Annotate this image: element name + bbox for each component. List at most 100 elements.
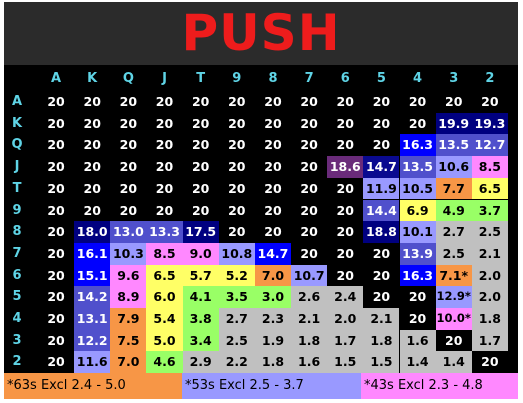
table-cell: 16.3 <box>399 134 436 157</box>
table-cell: 7.7 <box>435 177 472 200</box>
table-cell: 20 <box>399 308 436 330</box>
table-cell: 2.5 <box>435 242 472 265</box>
table-cell: 1.7 <box>471 329 508 352</box>
table-cell: 19.9 <box>435 112 472 135</box>
table-cell: 20 <box>146 91 183 113</box>
table-cell: 3.0 <box>254 286 292 308</box>
table-cell: 20 <box>291 156 328 178</box>
table-cell: 1.8 <box>471 308 508 330</box>
table-cell: 1.8 <box>291 329 328 352</box>
table-cell: 20 <box>38 221 75 243</box>
table-cell: 20 <box>218 199 255 222</box>
table-cell: 20 <box>327 242 364 265</box>
table-cell: 20 <box>74 199 111 222</box>
table-cell: 20 <box>74 156 111 178</box>
table-cell: 20 <box>74 91 111 113</box>
table-cell: 13.5 <box>399 156 436 178</box>
column-header: 7 <box>304 71 314 86</box>
table-cell: 20 <box>182 177 219 200</box>
row-label: 3 <box>12 332 22 348</box>
row-label: 6 <box>12 267 22 283</box>
table-cell: 18.0 <box>74 221 111 243</box>
table-cell: 7.5 <box>110 329 147 352</box>
row-label: Q <box>11 137 23 153</box>
column-header: 5 <box>376 71 386 86</box>
table-cell: 6.9 <box>399 199 436 222</box>
table-cell: 20 <box>327 91 364 113</box>
table-cell: 8.5 <box>146 242 183 265</box>
table-cell: 20 <box>110 177 147 200</box>
table-cell: 1.5 <box>363 351 400 374</box>
legend: *63s Excl 2.4 - 5.0 *53s Excl 2.5 - 3.7 *4… <box>4 373 518 399</box>
table-cell: 15.1 <box>74 264 111 287</box>
table-cell: 20 <box>38 91 75 113</box>
table-cell: 20 <box>254 134 292 157</box>
table-cell: 13.5 <box>435 134 472 157</box>
table-cell: 18.8 <box>363 221 400 243</box>
table-cell: 19.3 <box>471 112 508 135</box>
table-cell: 20 <box>399 112 436 135</box>
row-label: 2 <box>12 354 22 370</box>
table-cell: 18.6 <box>327 156 364 178</box>
table-cell: 2.5 <box>218 329 255 352</box>
table-cell: 20 <box>74 134 111 157</box>
table-cell: 20 <box>363 242 400 265</box>
table-cell: 17.5 <box>182 221 219 243</box>
table-cell: 20 <box>182 199 219 222</box>
table-cell: 20 <box>363 112 400 135</box>
column-header: J <box>162 71 167 86</box>
table-cell: 2.0 <box>471 286 508 308</box>
table-cell: 7.0 <box>110 351 147 374</box>
table-cell: 20 <box>291 221 328 243</box>
table-cell: 1.8 <box>254 351 292 374</box>
table-cell: 20 <box>110 156 147 178</box>
table-cell: 1.6 <box>291 351 328 374</box>
table-cell: 20 <box>218 112 255 135</box>
table-cell: 13.1 <box>74 308 111 330</box>
table-cell: 4.9 <box>435 199 472 222</box>
table-cell: 5.2 <box>218 264 255 287</box>
column-header: 8 <box>268 71 278 86</box>
table-cell: 20 <box>254 199 292 222</box>
table-cell: 20 <box>327 199 364 222</box>
table-cell: 10.8 <box>218 242 255 265</box>
table-cell: 20 <box>146 156 183 178</box>
table-cell: 20 <box>218 156 255 178</box>
column-header: 9 <box>232 71 242 86</box>
table-cell: 16.3 <box>399 264 436 287</box>
table-cell: 20 <box>38 329 75 352</box>
table-cell: 20 <box>38 286 75 308</box>
column-header: Q <box>122 71 134 86</box>
table-cell: 20 <box>146 177 183 200</box>
table-cell: 20 <box>399 91 436 113</box>
table-cell: 2.3 <box>254 308 292 330</box>
table-cell: 10.7 <box>291 264 328 287</box>
table-cell: 20 <box>291 91 328 113</box>
row-label: 8 <box>12 224 22 240</box>
column-header: 2 <box>485 71 495 86</box>
table-cell: 4.6 <box>146 351 183 374</box>
table-cell: 10.3 <box>110 242 147 265</box>
table-cell: 20 <box>254 177 292 200</box>
table-cell: 20 <box>254 156 292 178</box>
table-cell: 20 <box>363 134 400 157</box>
table-cell: 20 <box>146 112 183 135</box>
table-cell: 10.0* <box>435 308 472 330</box>
table-cell: 20 <box>291 199 328 222</box>
table-cell: 2.9 <box>182 351 219 374</box>
row-label: 7 <box>12 245 22 261</box>
table-cell: 20 <box>254 91 292 113</box>
table-cell: 5.0 <box>146 329 183 352</box>
table-cell: 20 <box>38 112 75 135</box>
table-cell: 20 <box>182 112 219 135</box>
table-cell: 20 <box>218 177 255 200</box>
table-cell: 12.7 <box>471 134 508 157</box>
table-cell: 4.1 <box>182 286 219 308</box>
table-cell: 2.7 <box>435 221 472 243</box>
table-cell: 20 <box>363 91 400 113</box>
row-label: 5 <box>12 289 22 305</box>
table-cell: 20 <box>327 264 364 287</box>
table-cell: 2.5 <box>471 221 508 243</box>
table-cell: 3.4 <box>182 329 219 352</box>
table-cell: 20 <box>291 177 328 200</box>
